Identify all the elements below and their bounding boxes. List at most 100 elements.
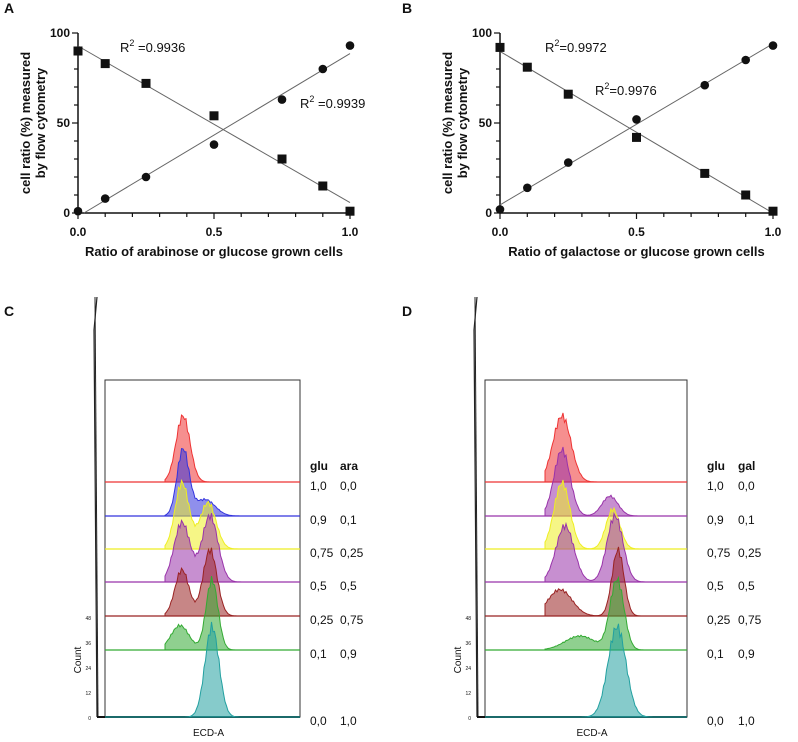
row-label-a: 0,1 (707, 647, 724, 661)
column-header-a: glu (310, 459, 328, 473)
data-point-square (632, 132, 641, 142)
histogram-row (485, 412, 687, 483)
y-tick-label: 50 (57, 116, 71, 130)
row-label-a: 0,5 (707, 579, 724, 593)
y-tick-label: 48 (465, 616, 471, 622)
histogram-row (105, 576, 300, 651)
row-label-a: 0,75 (707, 546, 731, 560)
x-axis-label: ECD-A (193, 728, 224, 739)
r-squared-label: R2 =0.9936 (120, 38, 185, 55)
y-tick-label: 100 (472, 26, 492, 40)
data-point-circle (741, 55, 750, 65)
data-point-circle (523, 183, 532, 193)
x-tick-label: 0.5 (628, 225, 645, 239)
histogram-row (105, 621, 300, 718)
panel-letter: C (4, 303, 14, 319)
data-point-square (73, 46, 83, 56)
y-axis-label: Count (453, 646, 464, 673)
data-point-square (100, 59, 110, 69)
y-tick-label: 12 (85, 691, 91, 697)
histogram-trace (164, 448, 280, 517)
row-label-b: 0,75 (340, 613, 364, 627)
data-point-square (741, 190, 751, 200)
y-tick-label: 12 (465, 691, 471, 697)
histogram-trace (545, 623, 667, 718)
data-point-circle (345, 41, 355, 50)
histogram-trace (164, 547, 280, 617)
y-tick-label: 24 (85, 666, 91, 672)
x-tick-label: 1.0 (765, 225, 782, 239)
row-label-a: 0,25 (310, 613, 334, 627)
row-label-b: 0,75 (738, 613, 762, 627)
y-tick-label: 0 (88, 716, 91, 722)
frame-depth-edge (474, 296, 479, 718)
data-point-square (522, 62, 532, 72)
y-axis-label: Count (73, 646, 84, 673)
row-label-a: 0,5 (310, 579, 327, 593)
row-label-b: 0,25 (738, 546, 762, 560)
row-label-a: 1,0 (707, 479, 724, 493)
y-tick-label: 48 (85, 616, 91, 622)
data-point-square (768, 206, 778, 216)
y-tick-label: 0 (485, 206, 492, 220)
row-label-a: 1,0 (310, 479, 327, 493)
y-tick-label: 0 (468, 716, 471, 722)
column-header-a: glu (707, 459, 725, 473)
y-axis-label-line2: by flow cytometry (455, 67, 470, 178)
row-label-b: 0,5 (738, 579, 755, 593)
row-label-a: 0,25 (707, 613, 731, 627)
column-header-b: gal (738, 459, 755, 473)
fit-line-squares (77, 45, 351, 204)
row-label-b: 1,0 (738, 714, 755, 728)
frame-depth-edge (94, 296, 99, 718)
x-axis-label: ECD-A (576, 728, 607, 739)
y-tick-label: 0 (63, 206, 70, 220)
histogram-trace (165, 621, 280, 718)
row-label-b: 0,1 (738, 513, 755, 527)
r-squared-label: R2 =0.9939 (300, 94, 365, 111)
histogram-row (485, 546, 687, 617)
frame-left-edge (473, 296, 478, 718)
panel-c: C 1,0 0,0 0,9 0,1 0,75 0,25 0,5 0,5 0,25 0,75 0,1 0,… (4, 296, 364, 739)
row-label-b: 0,9 (340, 647, 357, 661)
row-label-b: 0,0 (340, 479, 357, 493)
histogram-row (105, 547, 300, 617)
r-squared-label: R2=0.9972 (545, 38, 607, 55)
fit-line-circles (499, 43, 774, 206)
row-label-a: 0,9 (707, 513, 724, 527)
histogram-trace (164, 478, 280, 550)
data-point-circle (100, 194, 110, 203)
row-label-a: 0,0 (310, 714, 327, 728)
y-tick-label: 36 (85, 641, 91, 647)
panel-b: B 0.0 0.5 1.0 0 50 100 Ratio of galactose or gl… (402, 0, 782, 259)
panel-a: A 0.0 0.5 1.0 0 50 100 Ratio of arabinose or gl… (4, 0, 365, 259)
y-tick-label: 24 (465, 666, 471, 672)
y-tick-label: 36 (465, 641, 471, 647)
histogram-trace (544, 512, 667, 583)
column-header-b: ara (340, 459, 358, 473)
y-axis-label-line1: cell ratio (%) measured (440, 52, 455, 194)
row-label-b: 0,0 (738, 479, 755, 493)
x-tick-label: 0.0 (70, 225, 87, 239)
fit-line-circles (83, 53, 351, 214)
data-point-circle (73, 206, 83, 216)
data-point-circle (277, 95, 287, 104)
row-label-b: 0,1 (340, 513, 357, 527)
x-tick-label: 0.5 (206, 225, 223, 239)
data-point-circle (768, 41, 778, 50)
data-point-square (345, 206, 355, 216)
data-point-square (495, 42, 505, 52)
row-label-a: 0,9 (310, 513, 327, 527)
panel-letter: D (402, 303, 412, 319)
data-point-circle (563, 158, 573, 167)
histogram-trace (544, 412, 667, 483)
data-point-circle (209, 140, 219, 149)
histogram-trace (164, 414, 280, 483)
panel-letter: A (4, 0, 14, 16)
data-point-square (318, 181, 328, 191)
histogram-trace (544, 546, 667, 617)
data-point-square (563, 89, 573, 99)
x-tick-label: 1.0 (342, 225, 359, 239)
